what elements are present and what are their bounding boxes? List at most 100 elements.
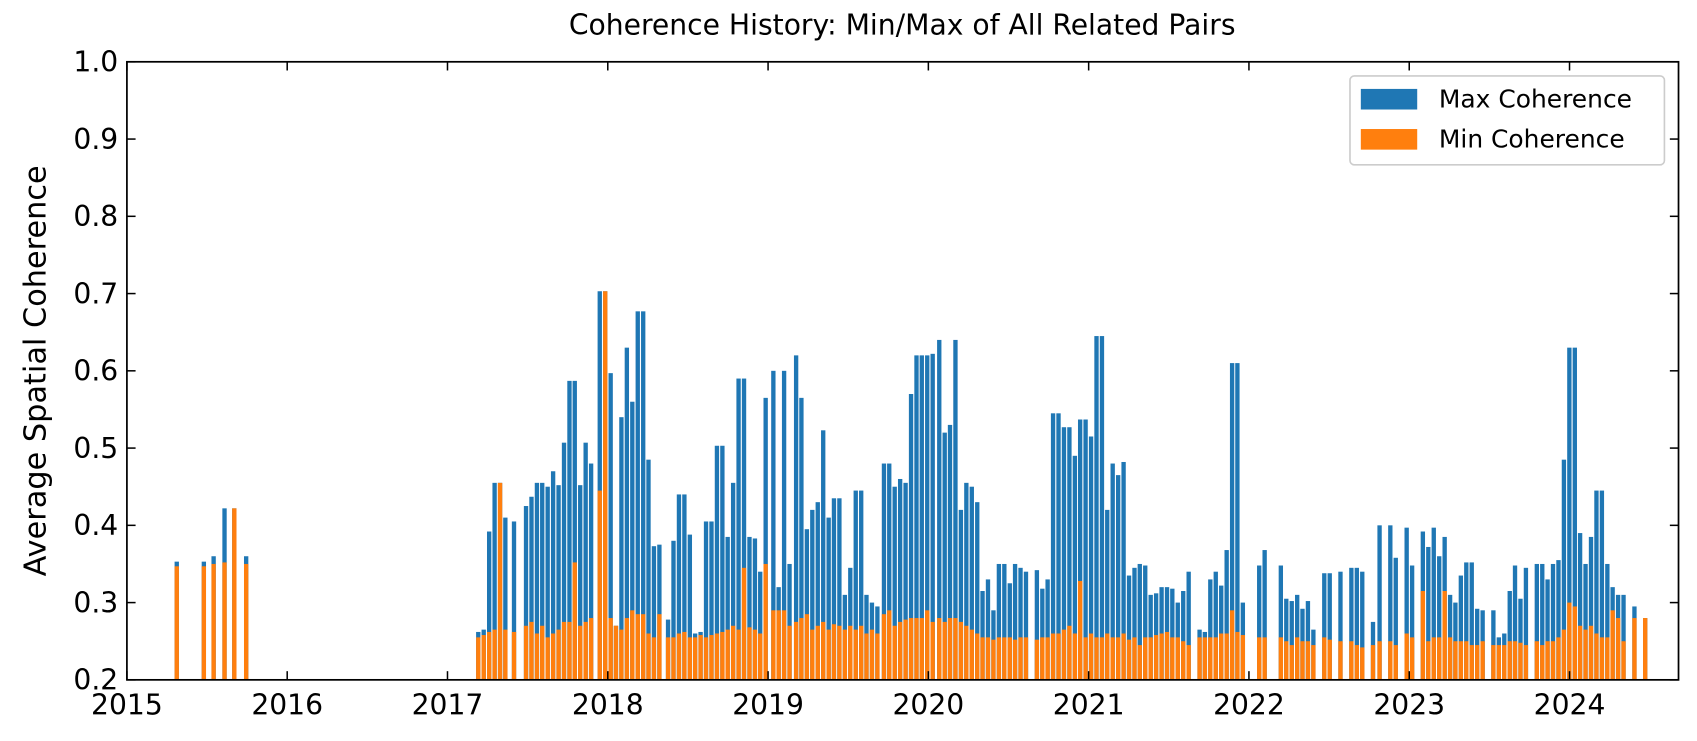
bar	[671, 637, 676, 680]
bar	[1377, 525, 1382, 680]
bar	[567, 380, 572, 680]
bar	[1088, 436, 1094, 680]
bar	[1556, 560, 1561, 680]
bar	[1599, 490, 1605, 680]
bar	[897, 478, 903, 680]
bar	[853, 629, 858, 680]
bar	[556, 629, 561, 680]
bar	[714, 445, 720, 680]
bar	[561, 442, 567, 680]
bar	[799, 618, 804, 680]
bar	[942, 621, 947, 680]
x-tick-label: 2019	[732, 689, 804, 722]
bar	[1072, 633, 1078, 680]
bar	[1170, 637, 1175, 680]
bar	[853, 490, 858, 680]
bar	[958, 509, 964, 680]
bar	[624, 347, 630, 680]
bar	[1153, 635, 1159, 680]
bar	[1442, 591, 1447, 680]
bar	[1224, 633, 1229, 680]
bar	[1453, 641, 1458, 680]
y-tick-label: 0.5	[73, 432, 118, 465]
bar	[1431, 527, 1436, 680]
bar	[692, 637, 698, 680]
bar	[810, 509, 815, 680]
x-tick-label: 2016	[251, 689, 323, 722]
bar	[608, 618, 613, 680]
bar	[635, 311, 640, 680]
bar	[897, 621, 903, 680]
bar	[1621, 641, 1626, 680]
bar	[1257, 565, 1262, 680]
bar	[985, 637, 991, 680]
bar	[1327, 573, 1332, 680]
bar	[1083, 419, 1088, 680]
bar	[736, 378, 741, 680]
bar	[975, 633, 980, 680]
bar	[1056, 413, 1061, 680]
bar	[1164, 631, 1170, 680]
bar	[603, 291, 608, 680]
bar	[703, 521, 709, 680]
bar	[1007, 583, 1012, 680]
bar	[1360, 571, 1365, 680]
bar	[1023, 571, 1029, 680]
bar	[1186, 571, 1191, 680]
bar	[996, 637, 1002, 680]
bar	[1110, 637, 1115, 680]
bar	[1311, 645, 1316, 680]
bar	[1121, 461, 1126, 680]
bar	[641, 311, 646, 680]
bar	[1388, 525, 1393, 680]
bar	[1475, 608, 1480, 680]
bar	[1007, 637, 1012, 680]
bar	[831, 498, 837, 680]
bar	[1518, 642, 1523, 680]
y-tick-label: 0.6	[73, 355, 118, 388]
bar	[540, 482, 545, 680]
bar	[1132, 567, 1137, 680]
bar	[1056, 633, 1061, 680]
bar	[1099, 637, 1105, 680]
bar	[1437, 556, 1442, 680]
bar	[1002, 563, 1007, 680]
bar	[758, 633, 763, 680]
bar	[821, 621, 826, 680]
bar	[1224, 550, 1229, 680]
y-tick-label: 0.8	[73, 200, 118, 233]
bar	[1143, 637, 1148, 680]
bar	[1437, 637, 1442, 680]
bar	[1615, 618, 1621, 680]
bar	[859, 490, 864, 680]
bar	[1132, 637, 1137, 680]
bar	[1354, 645, 1359, 680]
bar	[503, 517, 508, 680]
bar	[1018, 567, 1023, 680]
bar	[619, 417, 624, 680]
x-tick-label: 2020	[892, 689, 964, 722]
bar	[687, 637, 693, 680]
bar	[1360, 647, 1365, 680]
bar	[1464, 641, 1469, 680]
bar	[597, 291, 602, 680]
bar	[1040, 637, 1045, 680]
bar	[687, 534, 693, 680]
bar	[1610, 610, 1615, 680]
bar	[736, 629, 741, 680]
bar	[930, 621, 935, 680]
bar	[991, 639, 996, 680]
bar	[1469, 562, 1474, 680]
bar	[1464, 562, 1469, 680]
bar	[556, 485, 561, 680]
bar	[969, 629, 974, 680]
bar	[641, 614, 646, 680]
bar	[1305, 641, 1311, 680]
bar	[651, 546, 657, 680]
bar	[810, 629, 815, 680]
bar	[1507, 641, 1512, 680]
bar	[1137, 563, 1142, 680]
bar	[1126, 639, 1132, 680]
bar	[1018, 637, 1023, 680]
y-tick-label: 0.4	[73, 509, 118, 542]
